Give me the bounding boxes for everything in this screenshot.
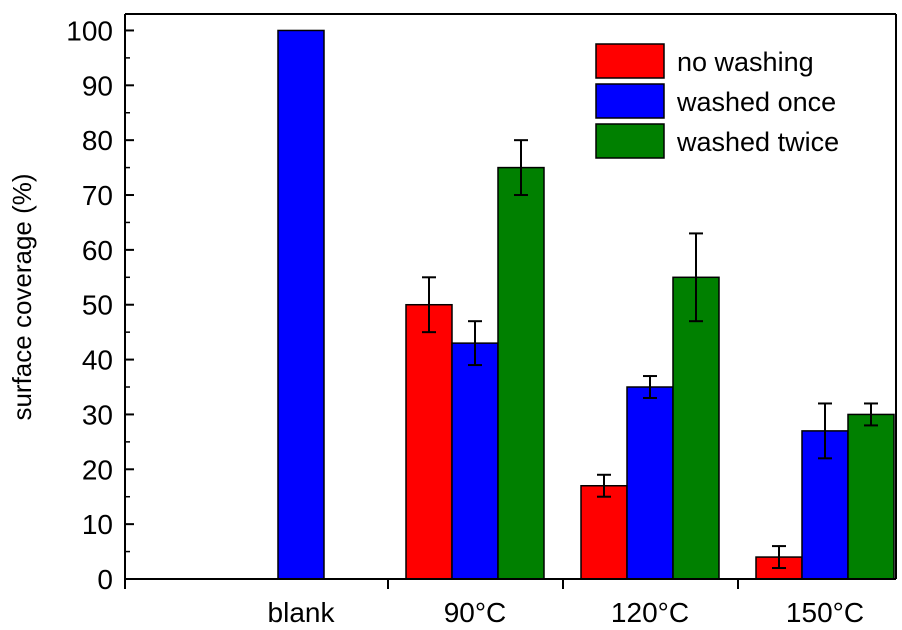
error-bar-washed-twice-3 — [864, 402, 878, 427]
y-tick-label: 100 — [66, 15, 113, 46]
axes-layer — [124, 13, 897, 580]
error-bar-washed-once-3 — [818, 402, 832, 460]
bar-washed-once-1 — [451, 342, 499, 580]
x-tick-label: 120°C — [611, 597, 689, 628]
x-ticks-layer: blank 90°C 120°C 150°C — [124, 579, 864, 628]
x-tick-label: 150°C — [786, 597, 864, 628]
error-bar-no-washing-3 — [772, 545, 786, 570]
y-tick-label: 40 — [82, 345, 113, 376]
legend-swatch — [595, 43, 665, 79]
y-tick-label: 50 — [82, 290, 113, 321]
error-bar-washed-twice-2 — [689, 232, 703, 323]
error-bar-no-washing-2 — [597, 473, 611, 498]
y-tick-label: 80 — [82, 125, 113, 156]
legend-swatch — [595, 123, 665, 159]
bar-washed-twice-3 — [847, 413, 895, 580]
legend-swatch — [595, 83, 665, 119]
y-tick-label: 30 — [82, 399, 113, 430]
y-tick-label: 90 — [82, 70, 113, 101]
x-tick-label: 90°C — [444, 597, 507, 628]
legend: no washing washed once washed twice — [595, 43, 839, 159]
bar-washed-once-2 — [626, 386, 674, 580]
legend-label: washed twice — [676, 127, 839, 157]
y-tick-label: 10 — [82, 509, 113, 540]
bar-no-washing-2 — [580, 484, 628, 580]
error-bar-washed-once-2 — [643, 375, 657, 399]
bar-no-washing-1 — [405, 303, 453, 580]
y-tick-label: 0 — [97, 564, 113, 595]
error-bar-washed-twice-1 — [514, 139, 528, 197]
legend-item-washed-once: washed once — [595, 83, 836, 119]
y-tick-label: 20 — [82, 454, 113, 485]
bars-layer — [277, 29, 895, 580]
legend-label: no washing — [677, 47, 814, 77]
error-bar-no-washing-1 — [422, 276, 436, 334]
bar-washed-twice-2 — [672, 276, 720, 580]
y-tick-label: 60 — [82, 235, 113, 266]
x-tick-label: blank — [268, 597, 336, 628]
legend-item-washed-twice: washed twice — [595, 123, 839, 159]
y-axis-title: surface coverage (%) — [7, 173, 37, 420]
y-tick-label: 70 — [82, 180, 113, 211]
bar-washed-twice-1 — [497, 166, 545, 580]
bar-washed-once-0 — [277, 29, 325, 580]
y-ticks-layer: 0 10 20 30 40 50 60 70 80 90 100 — [66, 15, 134, 595]
legend-label: washed once — [676, 87, 836, 117]
error-bar-washed-once-1 — [468, 320, 482, 367]
legend-item-no-washing: no washing — [595, 43, 814, 79]
error-bars-layer — [422, 139, 878, 570]
